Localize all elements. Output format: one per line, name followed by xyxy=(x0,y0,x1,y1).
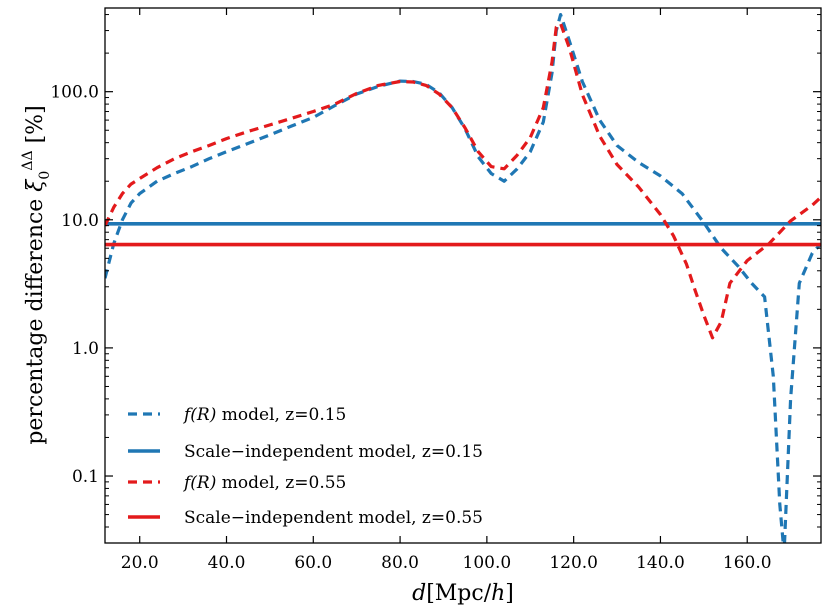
x-tick-label: 80.0 xyxy=(381,553,419,573)
legend-label-1: f(R) model, z=0.15 xyxy=(182,405,346,425)
x-tick-label: 100.0 xyxy=(463,553,512,573)
tick-layer: 20.0 40.0 60.0 80.0 100.0 120.0 140.0 160.0 0.1 1… xyxy=(50,8,821,573)
legend: f(R) model, z=0.15 Scale−independent mode… xyxy=(128,405,483,528)
x-tick-label: 60.0 xyxy=(294,553,332,573)
x-tick-label: 120.0 xyxy=(549,553,598,573)
series-line-3 xyxy=(105,22,821,340)
legend-label-4: Scale−independent model, z=0.55 xyxy=(184,508,483,528)
plot-frame xyxy=(104,7,822,544)
x-tick-label: 160.0 xyxy=(723,553,772,573)
x-tick-label: 140.0 xyxy=(636,553,685,573)
x-axis-title: d[Mpc/h] xyxy=(412,581,514,606)
y-axis-title: percentage difference ξ0ΔΔ [%] xyxy=(20,105,53,444)
y-tick-label: 10.0 xyxy=(61,211,99,231)
y-tick-label: 100.0 xyxy=(50,83,99,103)
series-layer xyxy=(105,13,821,543)
x-tick-label: 20.0 xyxy=(121,553,159,573)
legend-label-2: Scale−independent model, z=0.15 xyxy=(184,442,483,462)
y-tick-label: 0.1 xyxy=(72,467,99,487)
y-tick-label: 1.0 xyxy=(72,339,99,359)
x-tick-label: 40.0 xyxy=(208,553,246,573)
series-line-1 xyxy=(105,13,821,543)
legend-label-3: f(R) model, z=0.55 xyxy=(182,473,346,493)
